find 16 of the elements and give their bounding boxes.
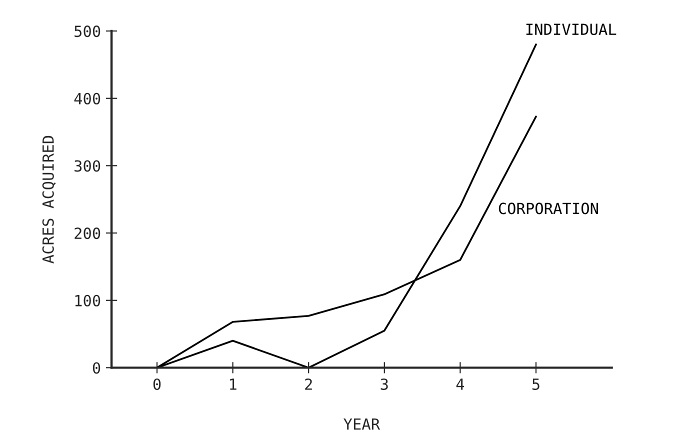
x-tick-label: 2 bbox=[305, 378, 312, 390]
x-tick-label: 3 bbox=[380, 378, 388, 390]
x-tick-label: 0 bbox=[153, 378, 161, 390]
y-tick-label: 100 bbox=[75, 294, 100, 306]
y-tick-label: 300 bbox=[74, 160, 100, 172]
x-tick-label: 4 bbox=[456, 378, 464, 390]
x-tick-label: 5 bbox=[532, 378, 540, 390]
x-axis-title: YEAR bbox=[344, 418, 380, 430]
y-tick-label: 400 bbox=[74, 92, 100, 104]
series-label: CORPORATION bbox=[498, 202, 598, 214]
y-tick-label: 500 bbox=[74, 26, 100, 38]
series-label: INDIVIDUAL bbox=[526, 24, 616, 36]
y-tick-label: 200 bbox=[74, 228, 100, 240]
x-tick-label: 1 bbox=[230, 378, 236, 390]
y-axis-title: ACRES ACQUIRED bbox=[42, 136, 56, 264]
y-tick-label: 0 bbox=[92, 362, 100, 374]
